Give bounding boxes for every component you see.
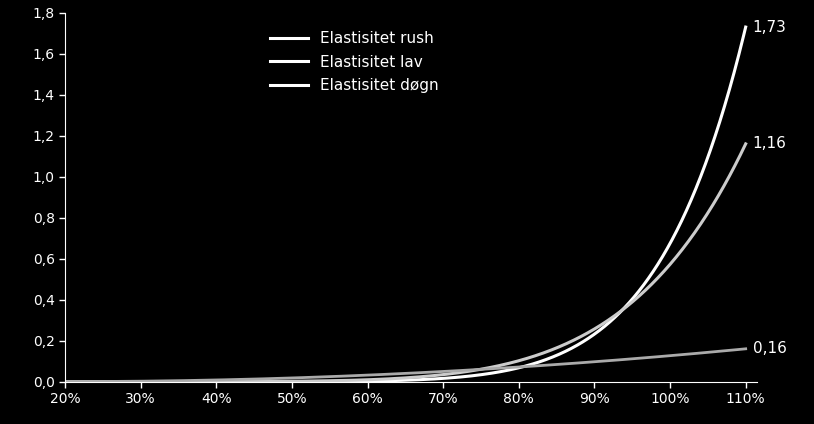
Line: Elastisitet rush: Elastisitet rush <box>65 27 746 382</box>
Elastisitet døgn <box>129 379 139 384</box>
Elastisitet døgn <box>603 358 613 363</box>
Elastisitet rush <box>335 379 345 384</box>
Elastisitet rush <box>603 321 613 326</box>
Elastisitet lav <box>129 379 139 384</box>
Elastisitet rush <box>60 379 70 384</box>
Elastisitet rush <box>527 362 537 367</box>
Elastisitet døgn <box>360 373 370 378</box>
Line: Elastisitet døgn: Elastisitet døgn <box>65 349 746 382</box>
Text: 0,16: 0,16 <box>753 341 786 356</box>
Elastisitet lav <box>591 326 601 331</box>
Text: 1,16: 1,16 <box>753 137 786 151</box>
Elastisitet lav <box>60 379 70 384</box>
Text: 1,73: 1,73 <box>753 20 786 35</box>
Legend: Elastisitet rush, Elastisitet lav, Elastisitet døgn: Elastisitet rush, Elastisitet lav, Elast… <box>270 31 439 93</box>
Elastisitet lav <box>603 318 613 323</box>
Elastisitet lav <box>360 377 370 382</box>
Elastisitet døgn <box>60 379 70 384</box>
Elastisitet lav <box>741 141 751 146</box>
Elastisitet døgn <box>591 359 601 364</box>
Elastisitet døgn <box>741 346 751 351</box>
Elastisitet døgn <box>527 364 537 369</box>
Elastisitet lav <box>335 378 345 383</box>
Line: Elastisitet lav: Elastisitet lav <box>65 144 746 382</box>
Elastisitet døgn <box>335 374 345 379</box>
Elastisitet lav <box>527 354 537 359</box>
Elastisitet rush <box>741 25 751 30</box>
Elastisitet rush <box>591 331 601 336</box>
Elastisitet rush <box>129 379 139 384</box>
Elastisitet rush <box>360 379 370 384</box>
